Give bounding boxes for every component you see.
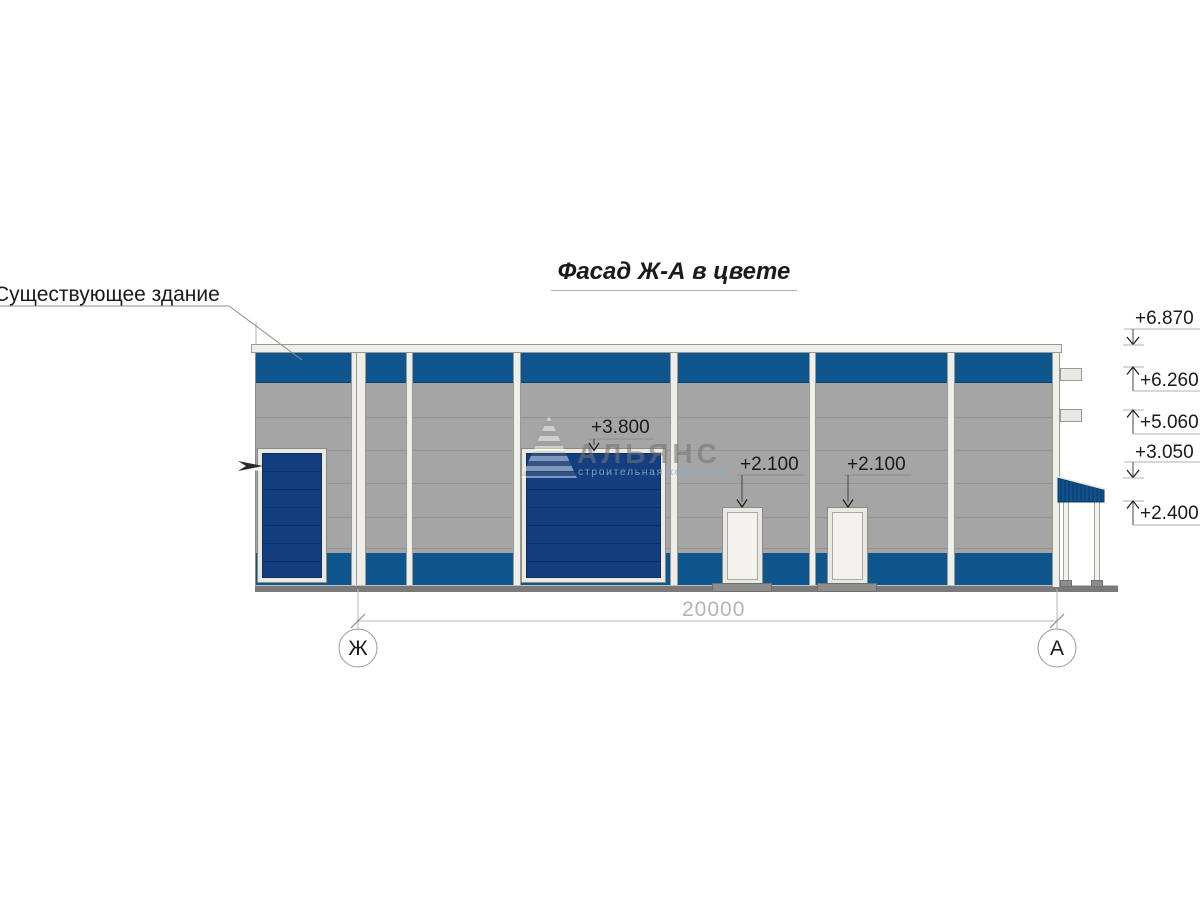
canopy-post-1 [1063, 501, 1069, 585]
entry-door-2-leaf [832, 512, 863, 580]
entry-door-1-leaf [727, 512, 758, 580]
elevation-label-6260: +6.260 [1140, 370, 1199, 391]
overhead-door-elevation-label: +3.800 [591, 417, 650, 438]
entry-door-2-elevation-label: +2.100 [847, 454, 906, 475]
post-base-2 [1091, 580, 1103, 587]
axis-bubble-zh-label: Ж [348, 637, 368, 660]
sectional-door-left [257, 448, 327, 583]
door-threshold-2 [817, 583, 877, 592]
canopy-post-2 [1094, 501, 1100, 585]
canopy-roof [1057, 476, 1105, 503]
elevation-label-3050: +3.050 [1135, 442, 1194, 463]
elevation-label-2400: +2.400 [1140, 503, 1199, 524]
panel-joint [256, 417, 1059, 418]
drawing-title: Фасад Ж-А в цвете [551, 258, 797, 291]
corner-column [1052, 353, 1060, 587]
facade-column [351, 353, 366, 585]
elevation-label-5060: +5.060 [1140, 412, 1199, 433]
entry-door-1 [722, 507, 763, 585]
sectional-door-left-leaf [262, 453, 322, 578]
elevation-mark-3050 [1123, 461, 1200, 479]
entry-door-1-elevation-label: +2.100 [740, 454, 799, 475]
wall-beam-lower [1060, 409, 1082, 422]
overall-dimension-label: 20000 [682, 598, 746, 621]
entry-door-2 [827, 507, 868, 585]
sectional-door-center [521, 448, 666, 583]
facade-column [809, 353, 816, 585]
top-cladding-band [256, 353, 1059, 383]
post-base-1 [1060, 580, 1072, 587]
existing-building-label: Существующее здание [0, 283, 220, 306]
wall-beam-upper [1060, 368, 1082, 381]
facade-column [947, 353, 955, 585]
elevation-mark-6870 [1123, 328, 1200, 346]
elevation-label-6870: +6.870 [1135, 308, 1194, 329]
facade-column [406, 353, 413, 585]
facade-column [670, 353, 678, 585]
ground-line [255, 585, 1118, 592]
door-threshold-1 [712, 583, 772, 592]
sectional-door-center-leaf [526, 453, 661, 578]
axis-bubble-a-label: А [1049, 637, 1064, 660]
facade-column [513, 353, 521, 585]
parapet-cap [251, 344, 1062, 353]
